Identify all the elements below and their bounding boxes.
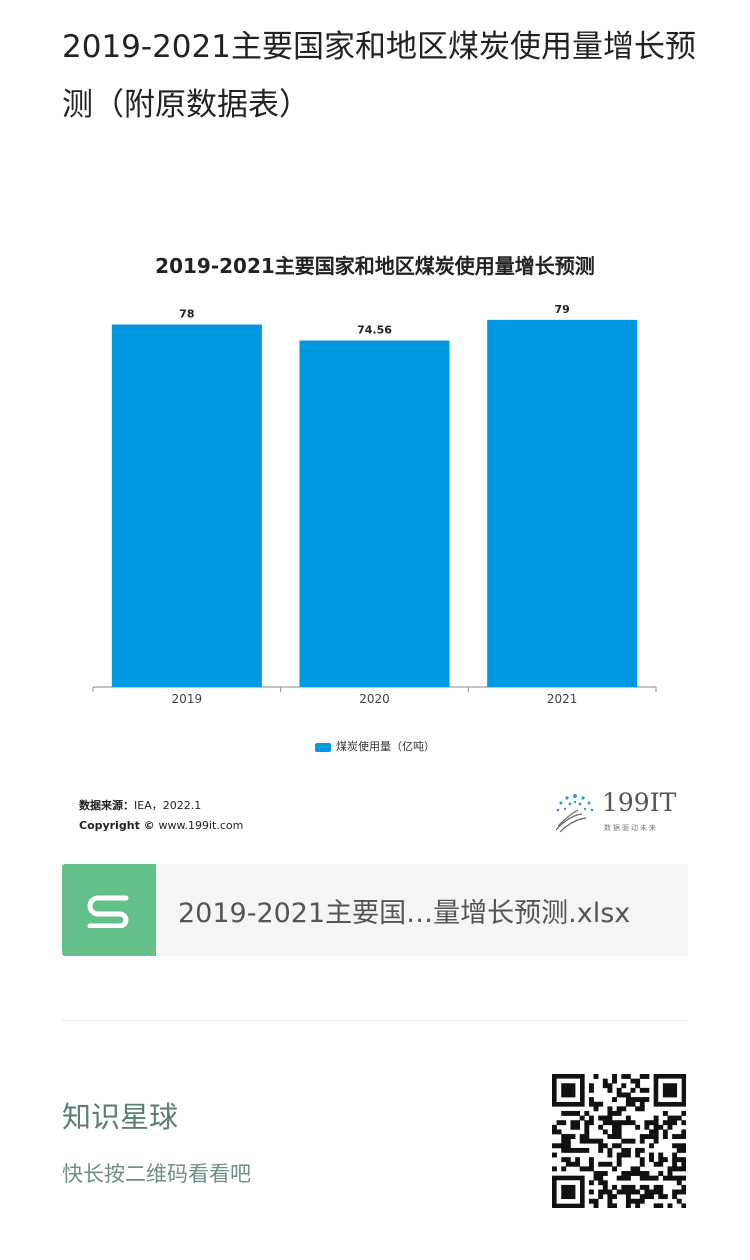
source-info: 数据来源：IEA，2022.1 Copyright © www.199it.co… <box>79 796 243 836</box>
chart-container: 2019-2021主要国家和地区煤炭使用量增长预测 78 2019 74.56 202… <box>0 230 750 850</box>
file-attachment-card[interactable]: 2019-2021主要国…量增长预测.xlsx <box>62 864 688 956</box>
data-label-2020: 74.56 <box>357 324 392 337</box>
x-tick-label-2019: 2019 <box>172 692 203 706</box>
x-tick-label-2020: 2020 <box>359 692 390 706</box>
source-value: IEA，2022.1 <box>134 799 202 812</box>
bar-2020 <box>299 340 450 687</box>
chart-legend: 煤炭使用量（亿吨） <box>0 738 750 754</box>
legend-label: 煤炭使用量（亿吨） <box>336 740 435 753</box>
x-tick-label-2021: 2021 <box>547 692 578 706</box>
brand-tagline: 数据驱动未来 <box>604 824 658 832</box>
bar-chart: 78 2019 74.56 2020 79 2021 <box>92 303 657 706</box>
promo-subtitle: 快长按二维码看看吧 <box>62 1162 251 1186</box>
dandelion-icon <box>555 794 594 833</box>
legend-swatch <box>315 742 331 752</box>
brand-logo: 199IT 数据驱动未来 <box>552 788 702 836</box>
data-label-2021: 79 <box>555 303 570 316</box>
spreadsheet-s-icon <box>62 864 156 956</box>
bar-2021 <box>487 319 638 687</box>
file-name[interactable]: 2019-2021主要国…量增长预测.xlsx <box>178 897 631 929</box>
promo-title: 知识星球 <box>62 1100 179 1134</box>
qr-code-icon[interactable] <box>552 1074 687 1209</box>
article-title: 2019-2021主要国家和地区煤炭使用量增长预测（附原数据表） <box>62 29 696 123</box>
brand-name: 199IT <box>602 788 677 817</box>
copyright-label: Copyright © <box>79 819 155 832</box>
chart-title: 2019-2021主要国家和地区煤炭使用量增长预测 <box>155 254 595 278</box>
data-label-2019: 78 <box>179 308 194 321</box>
divider <box>62 1020 688 1021</box>
bar-2019 <box>111 324 262 687</box>
copyright-value: www.199it.com <box>158 819 244 832</box>
source-label: 数据来源： <box>79 799 134 812</box>
